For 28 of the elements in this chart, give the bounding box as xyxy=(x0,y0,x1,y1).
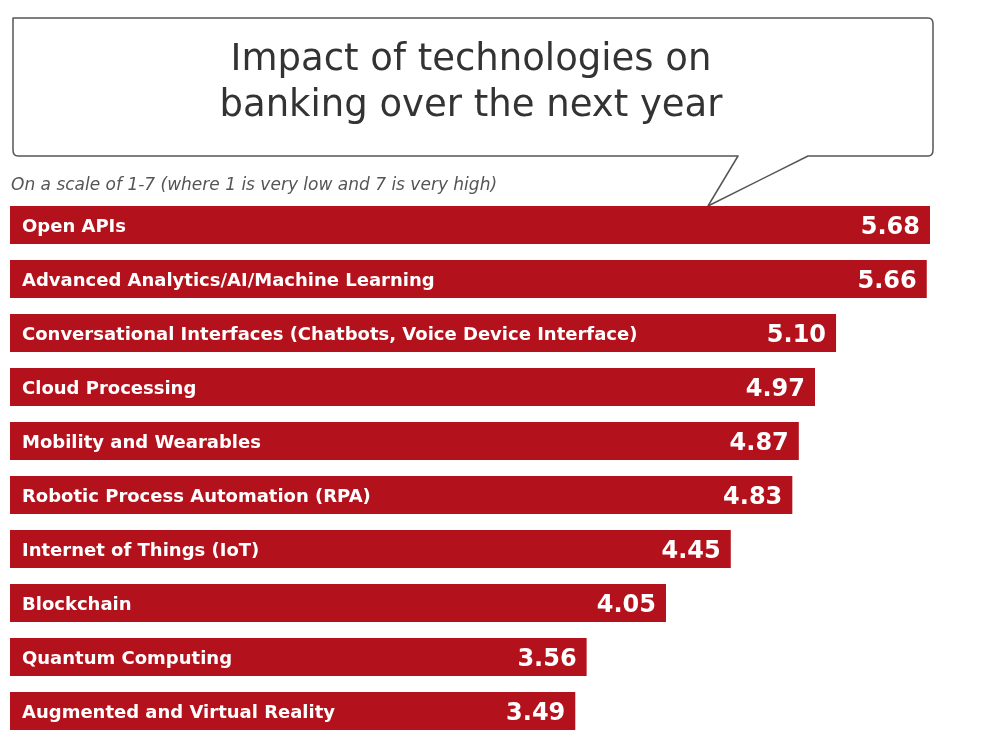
bar xyxy=(10,422,799,460)
bar xyxy=(10,584,666,622)
chart-title: Impact of technologies on banking over the next year xyxy=(219,36,724,125)
bar xyxy=(10,368,815,406)
data-label: 4.87 xyxy=(729,428,789,456)
y-tick-label: Cloud Processing xyxy=(22,377,197,398)
bar xyxy=(10,638,587,676)
data-label: 5.10 xyxy=(766,320,827,348)
y-tick-label: Conversational Interfaces (Chatbots, Voice Device Interface) xyxy=(22,323,638,344)
data-label: 4.97 xyxy=(745,374,805,402)
bar xyxy=(10,206,930,244)
y-tick-label: Robotic Process Automation (RPA) xyxy=(22,485,371,506)
chart-subtitle: On a scale of 1-7 (where 1 is very low and 7 is very high) xyxy=(11,174,498,194)
y-tick-label: Mobility and Wearables xyxy=(22,431,261,452)
data-label: 4.83 xyxy=(723,482,783,510)
data-label: 3.56 xyxy=(517,644,577,672)
data-label: 4.45 xyxy=(661,536,721,564)
y-tick-label: Blockchain xyxy=(22,593,132,614)
y-tick-label: Internet of Things (IoT) xyxy=(22,539,260,560)
y-tick-label: Open APIs xyxy=(22,215,127,236)
y-tick-label: Augmented and Virtual Reality xyxy=(22,701,336,722)
data-label: 4.05 xyxy=(596,590,656,618)
data-label: 5.68 xyxy=(860,212,920,240)
y-tick-label: Advanced Analytics/AI/Machine Learning xyxy=(22,269,435,290)
bar xyxy=(10,530,731,568)
data-label: 3.49 xyxy=(506,698,566,726)
data-label: 5.66 xyxy=(857,266,917,294)
y-tick-label: Quantum Computing xyxy=(22,647,233,668)
